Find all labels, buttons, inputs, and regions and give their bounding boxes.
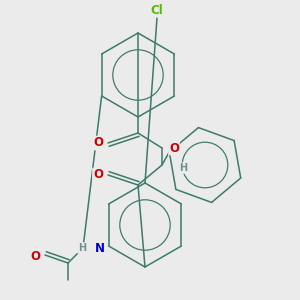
Text: O: O <box>93 169 103 182</box>
Text: Cl: Cl <box>151 4 164 16</box>
Text: H: H <box>78 243 86 253</box>
Text: O: O <box>169 142 179 154</box>
Text: O: O <box>93 136 103 149</box>
Text: O: O <box>30 250 40 263</box>
Text: H: H <box>179 163 187 173</box>
Text: N: N <box>95 242 105 254</box>
